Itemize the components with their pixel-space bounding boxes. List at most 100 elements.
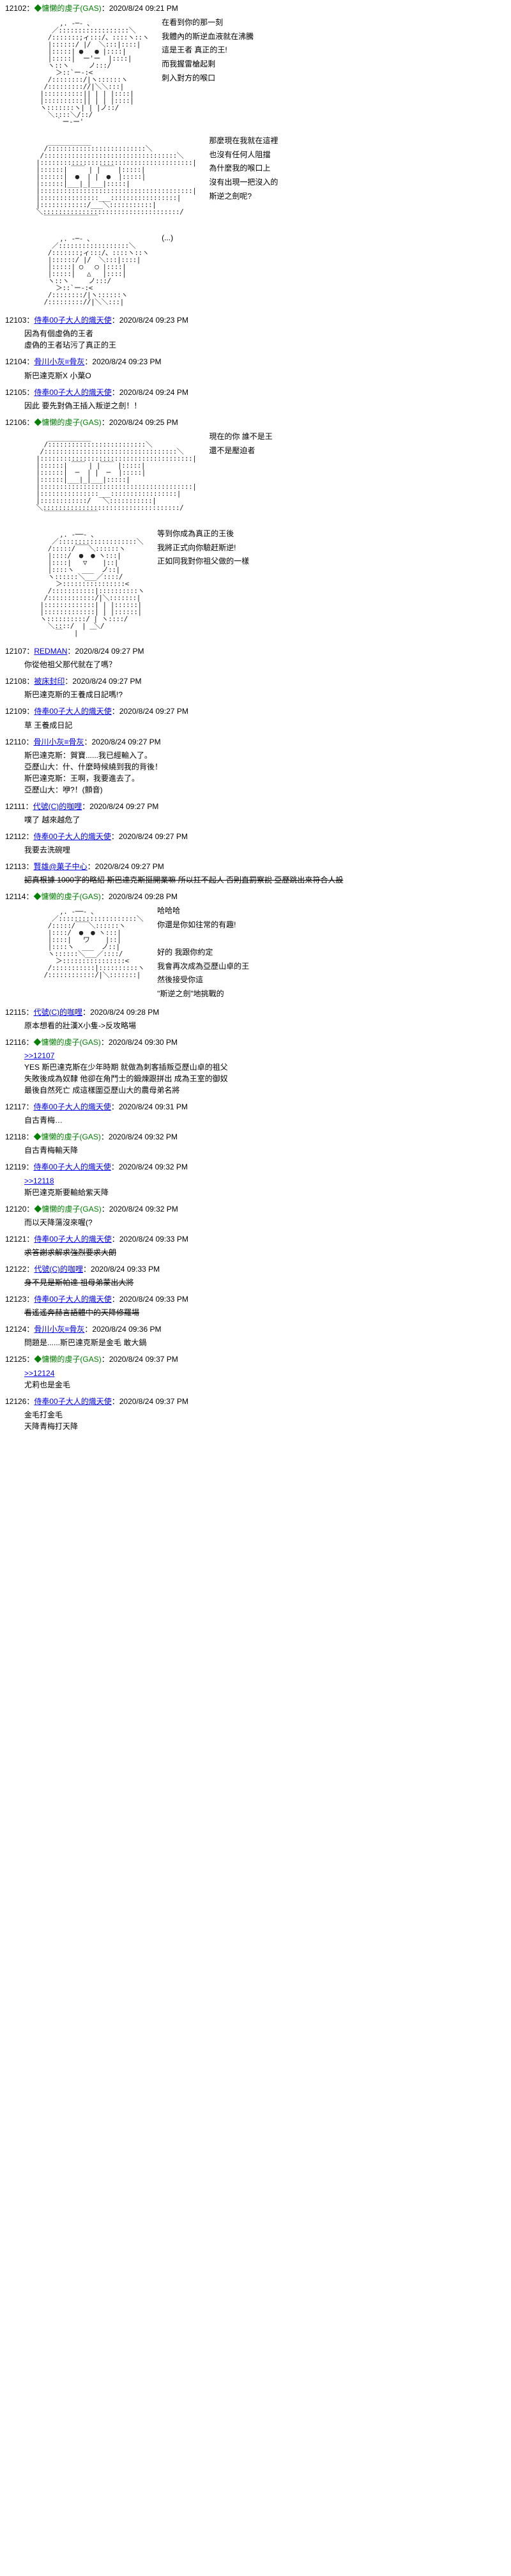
post-header: 12123：侍奉00子大人的熾天使：2020/8/24 09:33 PM — [5, 1293, 506, 1306]
post-author[interactable]: 代號(C)的咖哩 — [33, 802, 82, 811]
post-author[interactable]: 侍奉00子大人的熾天使 — [33, 1102, 111, 1111]
post-header: 12105：侍奉00子大人的熾天使：2020/8/24 09:24 PM — [5, 387, 506, 399]
post-body: 草 王養成日記 — [24, 720, 506, 731]
post-body: 原本想看的壯漢X小隻->反攻略場 — [24, 1020, 506, 1031]
post-timestamp: ：2020/8/24 09:21 PM — [102, 4, 178, 13]
forum-post: 12123：侍奉00子大人的熾天使：2020/8/24 09:33 PM 看遙遙… — [0, 1291, 511, 1321]
forum-post: ___________ /:::::::::::::::::::::::::＼ … — [0, 132, 511, 229]
ascii-art-block: ___________ /:::::::::::::::::::::::::＼ … — [5, 430, 506, 522]
post-author[interactable]: 骨川小灰≡骨灰 — [34, 1325, 84, 1334]
post-author[interactable]: 侍奉00子大人的熾天使 — [34, 388, 111, 397]
post-header: 12117：侍奉00子大人的熾天使：2020/8/24 09:31 PM — [5, 1101, 506, 1113]
post-author[interactable]: 代號(C)的咖哩 — [34, 1265, 83, 1274]
post-timestamp: ：2020/8/24 09:27 PM — [82, 802, 158, 811]
post-body: 身不見是斯帕達 祖母弟蒙出大將 — [24, 1277, 506, 1288]
post-author[interactable]: 骨川小灰≡骨灰 — [34, 357, 84, 366]
forum-post: 12103：侍奉00子大人的熾天使：2020/8/24 09:23 PM 因為有… — [0, 312, 511, 353]
post-header: 12104：骨川小灰≡骨灰：2020/8/24 09:23 PM — [5, 356, 506, 368]
post-author[interactable]: 侍奉00子大人的熾天使 — [34, 1295, 111, 1304]
post-author[interactable]: 侍奉00子大人的熾天使 — [33, 1162, 111, 1171]
post-header: 12115：代號(C)的咖哩：2020/8/24 09:28 PM — [5, 1006, 506, 1019]
reply-link[interactable]: >>12124 — [24, 1369, 54, 1378]
post-id: 12105： — [5, 388, 34, 397]
post-header: 12108：被床封印：2020/8/24 09:27 PM — [5, 675, 506, 688]
post-body: 斯巴達克斯：賀寶......我已經輸入了。亞歷山大：什、什麼時候繞到我的背後！斯… — [24, 750, 506, 796]
ascii-side-text: 現在的你 誰不是王 還不是壓迫者 — [209, 430, 272, 458]
forum-post: 12115：代號(C)的咖哩：2020/8/24 09:28 PM 原本想看的壯… — [0, 1004, 511, 1034]
post-author[interactable]: 侍奉00子大人的熾天使 — [33, 832, 111, 841]
post-author[interactable]: 侍奉00子大人的熾天使 — [34, 316, 111, 325]
post-timestamp: ：2020/8/24 09:32 PM — [101, 1132, 178, 1141]
post-id: 12114： — [5, 892, 33, 901]
post-body: 你從他祖父那代就在了嗎？ — [24, 659, 506, 670]
forum-post: 12114：◆慵懒的虔子(GAS)：2020/8/24 09:28 PM ,. … — [0, 888, 511, 1003]
post-header: 12116：◆慵懒的虔子(GAS)：2020/8/24 09:30 PM — [5, 1037, 506, 1049]
post-id: 12112： — [5, 832, 33, 841]
post-id: 12107： — [5, 647, 34, 656]
post-body: 因為有個虛偽的王者虛偽的王者玷污了真正的王 — [24, 328, 506, 351]
forum-post: 12124：骨川小灰≡骨灰：2020/8/24 09:36 PM 問題是....… — [0, 1321, 511, 1351]
reply-link[interactable]: >>12118 — [24, 1176, 54, 1185]
post-header: 12114：◆慵懒的虔子(GAS)：2020/8/24 09:28 PM — [5, 891, 506, 903]
post-author[interactable]: ◆慵懒的虔子(GAS) — [33, 892, 100, 901]
ascii-art-block: ,. -──- 、 ／::::::::::::::::::::＼ /:::::/… — [5, 904, 506, 1001]
post-author[interactable]: 侍奉00子大人的熾天使 — [34, 1397, 111, 1406]
post-body: 而以天降蕩沒來喔(? — [24, 1217, 506, 1228]
post-body: 金毛打金毛天降青梅打天降 — [24, 1409, 506, 1432]
forum-post: 12111：代號(C)的咖哩：2020/8/24 09:27 PM 噗了 越來越… — [0, 798, 511, 828]
post-header: 12107：REDMAN：2020/8/24 09:27 PM — [5, 645, 506, 658]
post-timestamp: ：2020/8/24 09:23 PM — [112, 316, 188, 325]
post-header: 12110：骨川小灰≡骨灰：2020/8/24 09:27 PM — [5, 736, 506, 748]
post-body: >>12118斯巴達克斯要輸給紫天降 — [24, 1175, 506, 1198]
ascii-art: ,. -──- 、 ／::::::::::::::::::::＼ /:::::/… — [24, 531, 144, 636]
post-header: 12125：◆慵懒的虔子(GAS)：2020/8/24 09:37 PM — [5, 1354, 506, 1366]
post-body: 斯巴達克斯X 小葉O — [24, 370, 506, 382]
post-id: 12121： — [5, 1235, 34, 1244]
post-author[interactable]: 侍奉00子大人的熾天使 — [34, 1235, 111, 1244]
post-author[interactable]: 被床封印 — [34, 677, 65, 686]
forum-post: ,. -──- 、 ／::::::::::::::::::::＼ /:::::/… — [0, 525, 511, 643]
post-id: 12115： — [5, 1008, 33, 1017]
post-body: 我要去洗碗哩 — [24, 844, 506, 856]
post-id: 12117： — [5, 1102, 33, 1111]
post-author[interactable]: REDMAN — [34, 647, 67, 656]
forum-post: 12118：◆慵懒的虔子(GAS)：2020/8/24 09:32 PM 自古青… — [0, 1129, 511, 1159]
ascii-side-text: 在看到你的那一刻 我體內的斯逆血液就在沸騰 這是王者 真正的王! 而我握雷槍起剩… — [162, 16, 254, 85]
post-timestamp: ：2020/8/24 09:24 PM — [112, 388, 188, 397]
post-author[interactable]: ◆慵懒的虔子(GAS) — [33, 1038, 100, 1047]
post-timestamp: ：2020/8/24 09:32 PM — [102, 1205, 178, 1214]
post-timestamp: ：2020/8/24 09:31 PM — [111, 1102, 188, 1111]
post-timestamp: ：2020/8/24 09:33 PM — [112, 1235, 188, 1244]
post-header: 12120：◆慵懒的虔子(GAS)：2020/8/24 09:32 PM — [5, 1203, 506, 1215]
post-timestamp: ：2020/8/24 09:32 PM — [111, 1162, 188, 1171]
post-author[interactable]: ◆慵懒的虔子(GAS) — [34, 1355, 101, 1364]
ascii-side-text: 等到你成為真正的王後 我將正式向你驗赶斯逆! 正如同我對你祖父做的一樣 — [157, 527, 249, 569]
post-id: 12123： — [5, 1295, 34, 1304]
post-id: 12118： — [5, 1132, 33, 1141]
post-author[interactable]: ◆慵懒的虔子(GAS) — [34, 418, 101, 427]
post-author[interactable]: 代號(C)的咖哩 — [33, 1008, 82, 1017]
ascii-art-block: ,. -─- 、 ／::::::::::::::::::＼ /:::::::;ィ… — [5, 231, 506, 309]
post-header: 12118：◆慵懒的虔子(GAS)：2020/8/24 09:32 PM — [5, 1131, 506, 1143]
post-author[interactable]: ◆慵懒的虔子(GAS) — [33, 1132, 100, 1141]
post-timestamp: ：2020/8/24 09:25 PM — [102, 418, 178, 427]
forum-post: 12107：REDMAN：2020/8/24 09:27 PM 你從他祖父那代就… — [0, 643, 511, 673]
post-author[interactable]: 侍奉00子大人的熾天使 — [34, 707, 111, 716]
post-author[interactable]: ◆慵懒的虔子(GAS) — [34, 4, 101, 13]
post-timestamp: ：2020/8/24 09:27 PM — [111, 832, 188, 841]
post-timestamp: ：2020/8/24 09:37 PM — [112, 1397, 188, 1406]
post-author[interactable]: ◆慵懒的虔子(GAS) — [34, 1205, 101, 1214]
forum-post: 12108：被床封印：2020/8/24 09:27 PM 斯巴達克斯的王養成日… — [0, 673, 511, 703]
post-body: 求答謝求解求強烈要求大朗 — [24, 1247, 506, 1258]
post-author[interactable]: 賢雄@菓子中心 — [33, 862, 87, 871]
post-header: 12106：◆慵懒的虔子(GAS)：2020/8/24 09:25 PM — [5, 417, 506, 429]
post-author[interactable]: 骨川小灰≡骨灰 — [33, 737, 84, 746]
post-timestamp: ：2020/8/24 09:30 PM — [101, 1038, 178, 1047]
ascii-art-block: ,. -──- 、 ／::::::::::::::::::::＼ /:::::/… — [5, 527, 506, 640]
post-id: 12104： — [5, 357, 34, 366]
reply-link[interactable]: >>12107 — [24, 1051, 54, 1060]
post-timestamp: ：2020/8/24 09:27 PM — [84, 737, 161, 746]
ascii-art: ,. -──- 、 ／::::::::::::::::::::＼ /:::::/… — [24, 908, 144, 978]
post-body: 認真根據 1000字的略紹 斯巴達克斯挺開業嘛 所以扛不起人 否則直罰察說 亞歷… — [24, 874, 506, 886]
post-header: 12126：侍奉00子大人的熾天使：2020/8/24 09:37 PM — [5, 1396, 506, 1408]
